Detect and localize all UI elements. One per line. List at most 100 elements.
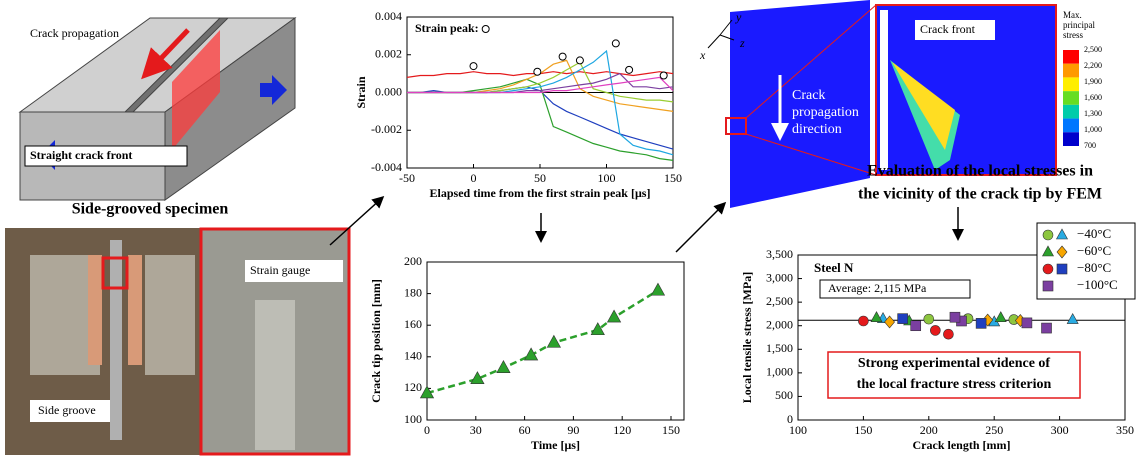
label: direction — [792, 122, 842, 137]
marker — [910, 320, 922, 332]
marker — [1066, 312, 1079, 324]
callout-text: Strong experimental evidence of — [858, 356, 1051, 371]
colorbar-label: 1,900 — [1084, 77, 1102, 86]
series-line — [407, 49, 674, 156]
x-tick-label: 120 — [613, 423, 631, 437]
colorbar-label: 1,000 — [1084, 125, 1102, 134]
strain-peak — [533, 67, 542, 76]
strain-peak — [575, 56, 584, 65]
y-tick-label: 2,500 — [766, 294, 793, 308]
y-tick-label: 0 — [787, 412, 793, 426]
colorbar-label: 1,300 — [1084, 109, 1102, 118]
marker — [994, 311, 1007, 323]
x-tick-label: 30 — [470, 423, 482, 437]
y-tick-label: 100 — [404, 412, 422, 426]
y-axis-label: Local tensile stress [MPa] — [740, 272, 754, 403]
marker — [949, 311, 961, 323]
colorbar-band — [1063, 91, 1079, 105]
y-axis-label: Crack tip position [mm] — [369, 279, 383, 403]
x-tick-label: 250 — [985, 423, 1003, 437]
y-tick-label: 200 — [404, 254, 422, 268]
caption: the vicinity of the crack tip by FEM — [858, 186, 1102, 203]
y-tick-label: 120 — [404, 380, 422, 394]
strain-peak — [469, 62, 478, 71]
y-tick-label: -0.002 — [371, 122, 402, 136]
title-symbol — [481, 25, 490, 33]
legend-marker — [1042, 229, 1054, 241]
strain-peak — [611, 39, 620, 48]
y-tick-label: 0.004 — [375, 9, 402, 23]
y-tick-label: 1,000 — [766, 365, 793, 379]
legend-marker — [1056, 263, 1068, 275]
y-tick-label: 140 — [404, 349, 422, 363]
annotation: Steel N — [814, 260, 854, 275]
marker — [419, 385, 435, 399]
x-tick-label: 90 — [567, 423, 579, 437]
colorbar-band — [1063, 104, 1079, 119]
caption: Evaluation of the local stresses in — [867, 163, 1093, 180]
colorbar-title: stress — [1063, 30, 1083, 40]
arrows — [329, 195, 964, 253]
y-tick-label: -0.004 — [371, 160, 402, 174]
y-tick-label: 160 — [404, 317, 422, 331]
chart-title: Strain peak: — [415, 21, 479, 35]
strain-peak — [659, 71, 668, 80]
legend-marker — [1056, 245, 1068, 259]
x-tick-label: 100 — [598, 171, 616, 185]
x-tick-label: 350 — [1116, 423, 1134, 437]
marker — [897, 313, 908, 324]
x-tick-label: 200 — [920, 423, 938, 437]
y-tick-label: 3,500 — [766, 247, 793, 261]
series-line — [407, 86, 674, 150]
colorbar-band — [1063, 77, 1079, 92]
x-tick-label: 50 — [534, 171, 546, 185]
colorbar-label: 2,200 — [1084, 61, 1102, 70]
legend-label: −60°C — [1077, 243, 1111, 258]
callout-text: the local fracture stress criterion — [857, 377, 1052, 392]
colorbar-title: principal — [1063, 20, 1095, 30]
series-line — [407, 78, 674, 161]
legend-label: −80°C — [1077, 260, 1111, 275]
legend-marker — [1042, 263, 1054, 275]
x-axis-label: Crack length [mm] — [913, 438, 1011, 452]
label: Crack front — [920, 22, 976, 36]
marker — [1041, 322, 1052, 334]
axis-name: z — [739, 36, 745, 50]
marker — [943, 328, 954, 340]
legend-box — [1036, 222, 1136, 300]
marker — [470, 371, 485, 385]
axis-name: x — [699, 48, 706, 62]
label: Straight crack front — [30, 148, 132, 162]
label: propagation — [792, 105, 859, 120]
specimen-drawing — [18, 17, 297, 201]
axis-name: y — [735, 10, 742, 24]
series-line — [407, 76, 674, 94]
legend-marker — [1041, 245, 1055, 257]
x-tick-label: 150 — [664, 171, 682, 185]
x-tick-label: -50 — [399, 171, 415, 185]
marker — [870, 311, 883, 323]
y-tick-label: 180 — [404, 285, 422, 299]
y-axis-label: Strain — [354, 76, 368, 108]
callout-box — [827, 351, 1081, 399]
colorbar-label: 1,600 — [1084, 93, 1102, 102]
photo — [5, 227, 351, 456]
colorbar-band — [1063, 132, 1079, 146]
caption: Side-grooved specimen — [72, 201, 229, 218]
y-tick-label: 1,500 — [766, 341, 793, 355]
marker — [590, 322, 605, 336]
plot-frame — [797, 254, 1126, 421]
x-tick-label: 300 — [1051, 423, 1069, 437]
marker — [1021, 317, 1033, 329]
x-tick-label: 100 — [789, 423, 807, 437]
x-tick-label: 150 — [662, 423, 680, 437]
fem-drawing — [707, 0, 1057, 208]
colorbar-band — [1063, 50, 1079, 64]
legend-label: −40°C — [1077, 226, 1111, 241]
x-tick-label: 0 — [471, 171, 477, 185]
trend-line — [426, 289, 659, 395]
colorbar-band — [1063, 118, 1079, 133]
label: Crack — [792, 88, 825, 103]
marker — [930, 325, 941, 336]
